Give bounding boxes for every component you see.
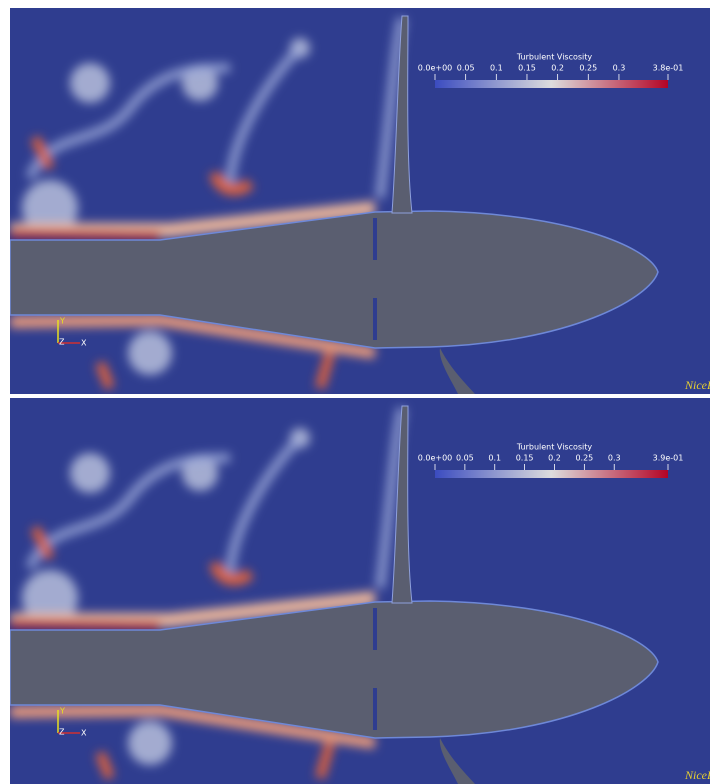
vortex [70, 453, 110, 493]
colorbar-tick-label: 0.1 [488, 454, 501, 463]
colorbar [435, 80, 668, 88]
shear-layer [10, 703, 376, 749]
colorbar-tick-label: 0.25 [575, 454, 593, 463]
vortex-core [30, 525, 335, 780]
axis-label: Z [59, 338, 65, 347]
gap [373, 608, 377, 650]
colorbar-tick-label: 0.15 [516, 454, 534, 463]
watermark: NiceFlo [684, 768, 710, 782]
colorbar-tick-label: 0.0e+00 [418, 64, 453, 73]
flow-view: Turbulent Viscosity 0.0e+00 0.05 0.1 0.15 0.2… [10, 398, 710, 784]
colorbar-tick-label: 0.15 [518, 64, 536, 73]
vortex-core [209, 170, 255, 196]
shear-layer [10, 620, 161, 630]
colorbar-tick-label: 0.05 [457, 64, 475, 73]
vortex-core [30, 135, 335, 390]
axis-label: X [81, 729, 87, 738]
shear-layer [10, 313, 376, 359]
vortex-core [209, 560, 255, 586]
vortex [22, 180, 78, 236]
colorbar-tick-label: 0.3 [613, 64, 626, 73]
axis-label: X [81, 339, 87, 348]
colorbar [435, 470, 668, 478]
gap [373, 298, 377, 340]
vortex [128, 721, 172, 765]
vortex [22, 570, 78, 626]
shear-layer [10, 201, 376, 237]
blade [391, 405, 413, 604]
axis-label: Y [59, 707, 65, 716]
colorbar-tick-label: 0.2 [548, 454, 561, 463]
vortex [70, 63, 110, 103]
body [10, 600, 659, 739]
shear-layer [10, 230, 161, 240]
watermark: NiceFlo [684, 378, 710, 392]
colorbar-tick-label: 3.8e-01 [653, 64, 684, 73]
vortex-trail [25, 406, 407, 589]
colorbar-title: Turbulent Viscosity [516, 53, 593, 62]
blade [439, 348, 475, 394]
body [10, 210, 659, 349]
colorbar-title: Turbulent Viscosity [516, 443, 593, 452]
vortex [128, 331, 172, 375]
gap [373, 688, 377, 730]
blade [439, 738, 475, 784]
blade [391, 15, 413, 214]
colorbar-tick-label: 0.0e+00 [418, 454, 453, 463]
colorbar-tick-label: 0.05 [456, 454, 474, 463]
axis-label: Y [59, 317, 65, 326]
colorbar-tick-label: 0.2 [551, 64, 564, 73]
colorbar-tick-label: 0.25 [579, 64, 597, 73]
colorbar-tick-label: 0.3 [608, 454, 621, 463]
colorbar-tick-label: 0.1 [490, 64, 503, 73]
gap [373, 218, 377, 260]
wake [10, 16, 407, 390]
wake [10, 406, 407, 780]
shear-layer [10, 591, 376, 627]
vortex-trail [25, 16, 407, 199]
flow-view: Turbulent Viscosity 0.0e+00 0.05 0.1 0.15 0.2… [10, 8, 710, 394]
colorbar-tick-label: 3.9e-01 [653, 454, 684, 463]
axis-label: Z [59, 728, 65, 737]
